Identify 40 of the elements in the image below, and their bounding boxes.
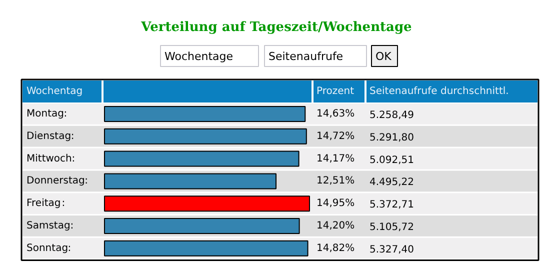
y-tick-label: Donnerstag — [26, 176, 85, 187]
text: : — [62, 198, 66, 210]
text: Seitenaufrufe — [268, 50, 344, 63]
y-tick-label: Montag — [26, 108, 64, 120]
text: : — [64, 108, 68, 120]
chart-title: Verteilung auf Tageszeit/Wochentage — [140, 20, 412, 35]
text: 14,63% — [316, 108, 355, 120]
bar — [104, 173, 277, 190]
text: 14,72% — [316, 130, 355, 142]
data-label: 5.105,72 — [370, 222, 414, 233]
data-label: 4.495,22 — [370, 177, 414, 188]
data-label: 5.258,49 — [370, 110, 414, 121]
y-axis-title: Wochentag — [26, 86, 83, 97]
data-label: 5.327,40 — [370, 244, 414, 256]
text: 14,95% — [316, 198, 355, 210]
data-label: 5.291,80 — [370, 132, 414, 144]
y-tick-label: Freitag — [26, 198, 61, 210]
bar — [104, 150, 300, 167]
text: Wochentage — [164, 50, 234, 63]
text: : — [72, 153, 76, 164]
text: OK — [376, 50, 392, 63]
text: : — [68, 242, 72, 254]
bar — [104, 106, 306, 122]
y-tick-label: Sonntag — [26, 242, 68, 254]
y-tick-label: Dienstag — [26, 130, 72, 142]
text: : — [70, 220, 74, 232]
data-label: 5.372,71 — [370, 200, 414, 211]
y-tick-label: Mittwoch — [26, 153, 72, 164]
bar — [104, 218, 300, 234]
text: 14,20% — [316, 220, 355, 232]
text: : — [70, 130, 74, 142]
y-tick-label: Samstag — [26, 220, 70, 232]
text: Prozent — [316, 86, 354, 97]
text: 14,82% — [316, 242, 355, 254]
text: 12,51% — [316, 176, 355, 187]
text: 14,17% — [316, 153, 355, 164]
text: : — [84, 176, 88, 187]
text: Seitenaufrufe durchschnittl. — [370, 86, 509, 97]
bar — [104, 128, 307, 144]
data-label: 5.092,51 — [370, 154, 414, 166]
